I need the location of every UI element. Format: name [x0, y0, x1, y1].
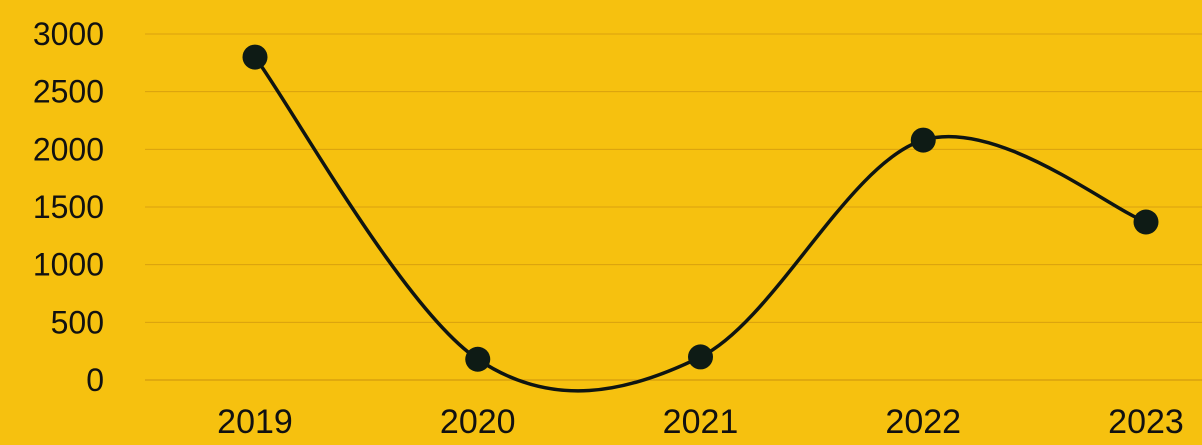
data-point-2019	[242, 44, 268, 70]
data-point-2021	[688, 344, 713, 370]
data-point-2022	[910, 127, 936, 153]
x-tick-label: 2023	[1108, 403, 1184, 441]
x-tick-label: 2020	[440, 403, 516, 441]
data-point-2023	[1133, 209, 1159, 235]
x-axis-ticks: 2019 2020 2021 2022 2023	[217, 403, 1184, 441]
x-tick-label: 2022	[885, 403, 961, 441]
y-tick-label: 1000	[33, 247, 104, 283]
y-tick-label: 1500	[33, 189, 104, 225]
y-tick-label: 500	[51, 304, 104, 340]
x-tick-label: 2021	[663, 403, 739, 441]
data-points	[242, 44, 1159, 372]
y-tick-label: 0	[86, 362, 104, 398]
y-tick-label: 2500	[33, 74, 104, 110]
y-tick-label: 2000	[33, 131, 104, 167]
gridlines	[145, 33, 1202, 381]
x-tick-label: 2019	[217, 403, 293, 441]
y-tick-label: 3000	[33, 16, 104, 52]
data-point-2020	[465, 346, 491, 372]
y-axis-ticks: 0 500 1000 1500 2000 2500 3000	[33, 16, 104, 398]
